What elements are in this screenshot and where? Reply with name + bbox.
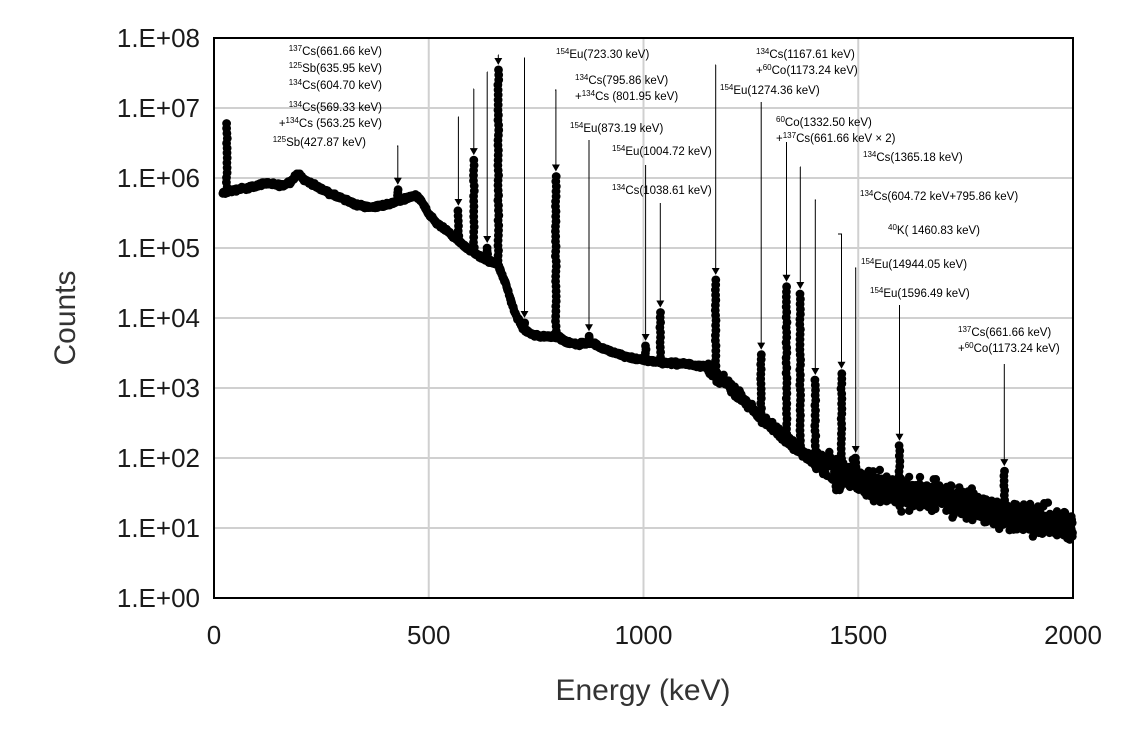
annotation-label: 125Sb(635.95 keV): [289, 61, 382, 76]
y-tick-label: 1.E+05: [117, 233, 200, 263]
peak-point: [851, 453, 860, 463]
peak-point: [393, 185, 403, 195]
peak-annotation: 137Cs(661.66 keV): [289, 44, 503, 65]
y-tick-label: 1.E+02: [117, 443, 200, 473]
peak-annotation: 154Eu(1596.49 keV): [870, 286, 970, 441]
annotation-label: 134Cs(1038.61 keV): [612, 183, 712, 198]
annotation-label: 134Cs(1167.61 keV): [756, 47, 855, 62]
annotation-label: 154Eu(723.30 keV): [556, 47, 649, 62]
y-tick-label: 1.E+08: [117, 23, 200, 53]
annotation-label: 125Sb(427.87 keV): [273, 135, 366, 150]
annotation-label-line2: +134Cs (563.25 keV): [279, 116, 382, 131]
peak-point: [641, 341, 650, 351]
annotation-arrow: [551, 89, 560, 172]
annotation-label: 154Eu(1004.72 keV): [612, 144, 712, 159]
peak-annotation: 154Eu(873.19 keV): [570, 121, 663, 332]
spectrum-point: [875, 465, 884, 475]
peak-point: [656, 308, 665, 317]
annotation-label-line2: +134Cs (801.95 keV): [575, 89, 678, 104]
spectrum-point: [1043, 498, 1053, 507]
peak-annotation: 134Cs(795.86 keV)+134Cs (801.95 keV): [551, 73, 678, 172]
x-tick-label: 1500: [829, 620, 887, 650]
plot-frame: [213, 37, 1074, 599]
peak-annotation: 134Cs(1038.61 keV): [612, 183, 712, 308]
peak-annotation: 134Cs(1365.18 keV): [796, 150, 963, 289]
spectrum-point: [947, 481, 956, 491]
annotation-label: 137Cs(661.66 keV): [958, 325, 1051, 340]
peak-point: [1000, 466, 1009, 476]
annotation-label: 154Eu(1274.36 keV): [720, 83, 820, 98]
data-points: [218, 65, 1077, 544]
peak-annotation: 125Sb(635.95 keV): [289, 61, 492, 243]
annotation-label: 137Cs(661.66 keV): [289, 44, 382, 59]
peak-annotation: 60Co(1332.50 keV)+137Cs(661.66 keV × 2): [776, 115, 896, 282]
y-tick-label: 1.E+06: [117, 163, 200, 193]
spectrum-point: [915, 472, 925, 482]
annotation-label: 154Eu(873.19 keV): [570, 121, 663, 136]
peak-point: [482, 243, 492, 253]
annotation-label: 134Cs(1365.18 keV): [863, 150, 963, 165]
annotation-label-line2: +60Co(1173.24 keV): [756, 63, 858, 78]
x-tick-label: 2000: [1044, 620, 1102, 650]
peak-point: [469, 155, 479, 165]
tick-labels: 0 500 1000 1500 2000 1.E+00 1.E+01 1.E+02 1.E+03…: [117, 23, 1102, 650]
peak-point: [894, 441, 904, 451]
x-axis-title: Energy (keV): [555, 674, 730, 707]
peak-point: [494, 65, 503, 75]
peak-point: [795, 289, 805, 299]
peak-annotation: 134Cs(1167.61 keV)+60Co(1173.24 keV): [711, 47, 858, 275]
peak-point: [837, 369, 847, 379]
annotation-arrow: [851, 267, 860, 453]
annotation-arrow: [520, 57, 529, 318]
annotation-label: 154Eu(1596.49 keV): [870, 286, 970, 301]
annotation-label: 154Eu(14944.05 keV): [861, 257, 967, 272]
y-axis-title: Counts: [49, 270, 82, 365]
gridlines: [214, 38, 1073, 598]
peak-point: [551, 172, 561, 181]
peak-annotation: 134Cs(569.33 keV)+134Cs (563.25 keV): [279, 100, 463, 206]
y-tick-label: 1.E+04: [117, 303, 200, 333]
peak-annotation: 154Eu(1274.36 keV): [720, 83, 820, 350]
y-tick-label: 1.E+03: [117, 373, 200, 403]
x-tick-label: 500: [407, 620, 450, 650]
peak-annotation: 154Eu(14944.05 keV): [851, 257, 967, 453]
annotation-label: 40K( 1460.83 keV): [888, 223, 980, 238]
y-tick-label: 1.E+00: [117, 583, 200, 613]
spectrum-point: [868, 467, 878, 476]
y-tick-label: 1.E+01: [117, 513, 200, 543]
peak-point: [756, 350, 766, 359]
peak-annotation: 154Eu(1004.72 keV): [612, 144, 712, 341]
peak-point: [584, 331, 594, 341]
annotation-label-line2: +137Cs(661.66 keV × 2): [776, 131, 896, 146]
x-tick-label: 1000: [615, 620, 673, 650]
peak-annotation: 125Sb(427.87 keV): [273, 135, 402, 185]
annotation-label: 134Cs(795.86 keV): [575, 73, 668, 88]
peak-point: [711, 275, 721, 285]
peak-annotation: 134Cs(604.70 keV): [289, 78, 478, 156]
annotation-arrow: [837, 233, 846, 369]
x-tick-label: 0: [207, 620, 221, 650]
peak-point: [453, 206, 463, 216]
peak-annotation: 154Eu(723.30 keV): [520, 47, 649, 318]
annotation-arrow: [811, 199, 820, 375]
peak-point: [520, 318, 530, 328]
annotation-arrow: [393, 145, 402, 185]
peak-annotations: 137Cs(661.66 keV) 125Sb(635.95 keV) 134Cs(…: [273, 44, 1060, 467]
peak-annotation: 137Cs(661.66 keV)+60Co(1173.24 keV): [958, 325, 1060, 467]
annotation-label: 134Cs(569.33 keV): [289, 100, 382, 115]
spectrum-point: [904, 472, 914, 482]
annotation-label: 134Cs(604.70 keV): [289, 78, 382, 93]
peak-point: [222, 119, 232, 128]
peak-annotation: 134Cs(604.72 keV+795.86 keV): [811, 189, 1018, 375]
peak-point: [810, 375, 820, 385]
annotation-label: 134Cs(604.72 keV+795.86 keV): [860, 189, 1018, 204]
annotation-label-line2: +60Co(1173.24 keV): [958, 341, 1060, 356]
spectrum-point: [897, 507, 906, 516]
y-tick-label: 1.E+07: [117, 93, 200, 123]
annotation-label: 60Co(1332.50 keV): [776, 115, 872, 130]
peak-annotation: 40K( 1460.83 keV): [837, 223, 980, 369]
peak-point: [782, 282, 791, 292]
